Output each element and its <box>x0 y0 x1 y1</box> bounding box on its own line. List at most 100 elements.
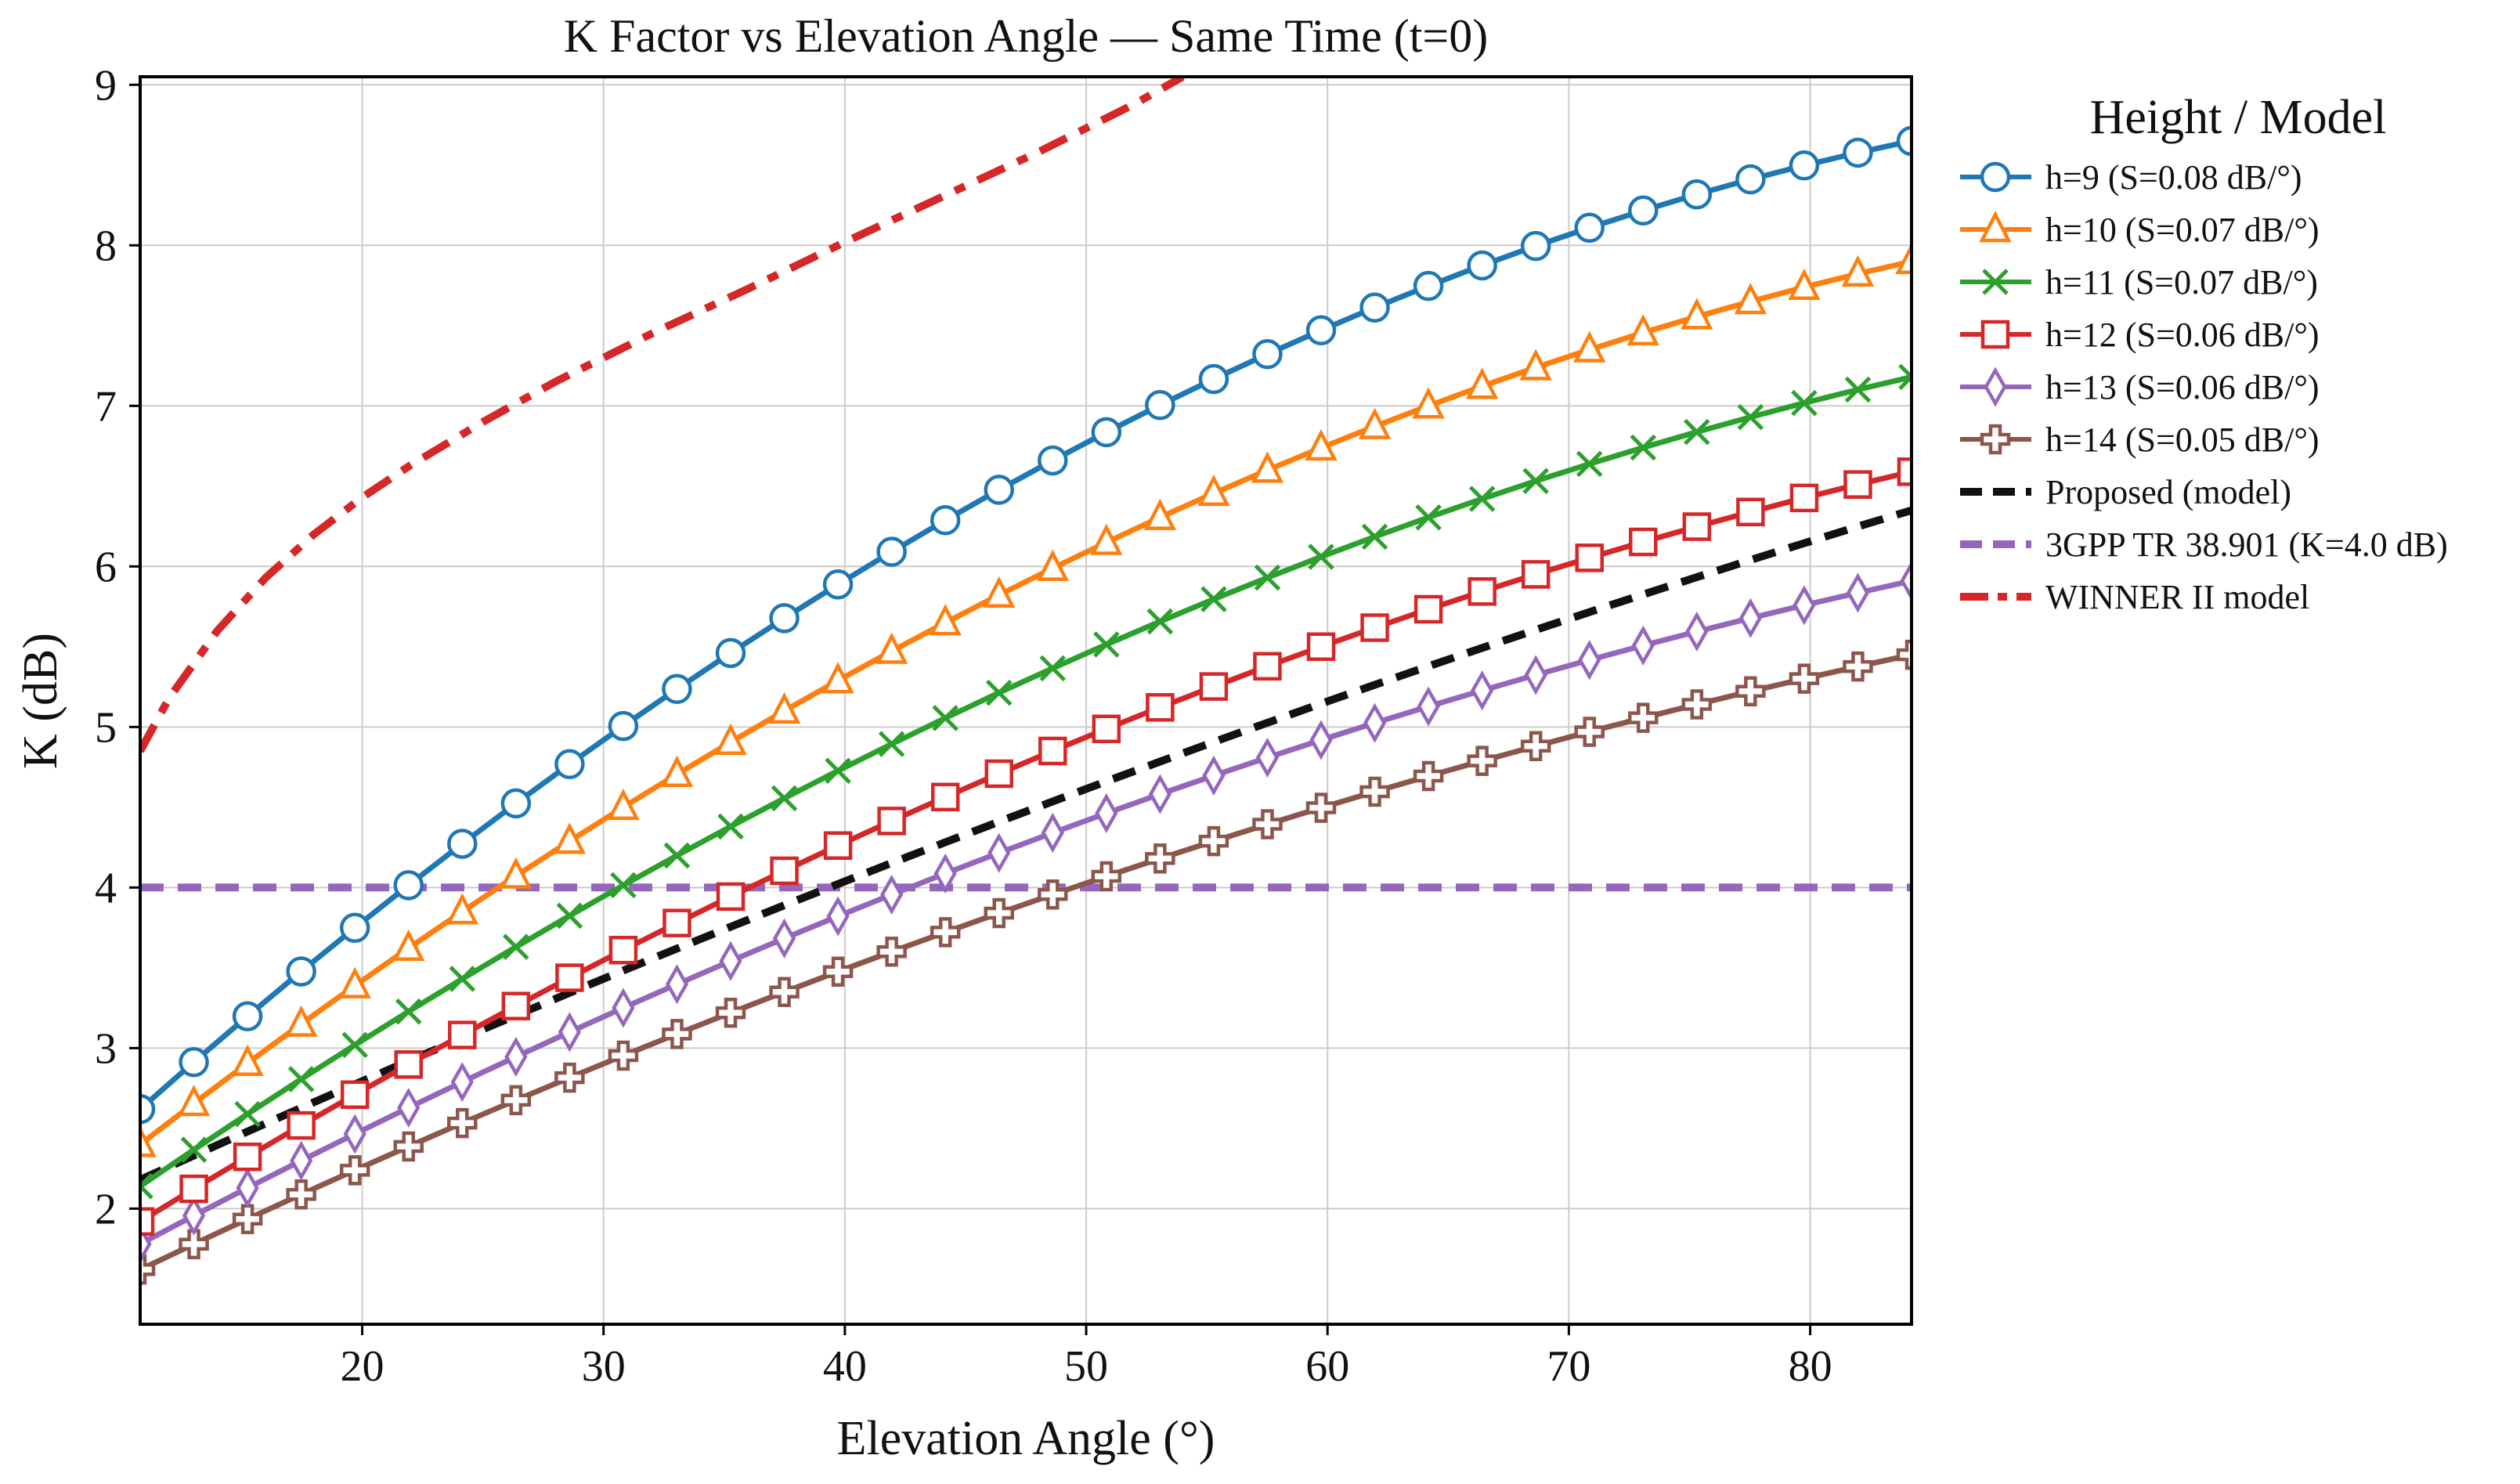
data-point-marker <box>1251 451 1284 483</box>
data-point-marker <box>449 966 476 992</box>
data-point-marker <box>880 874 904 915</box>
data-point-marker <box>1358 407 1392 439</box>
data-point-marker <box>1843 651 1873 682</box>
y-tick-label: 7 <box>95 382 117 431</box>
data-point-marker <box>660 755 694 787</box>
data-point-marker <box>1573 330 1606 363</box>
data-point-marker <box>140 1207 155 1237</box>
y-tick-label: 9 <box>95 61 117 110</box>
series-line <box>140 138 1912 1111</box>
data-point-marker <box>1038 879 1068 910</box>
data-point-marker <box>877 807 906 836</box>
y-tick-label: 2 <box>95 1185 117 1233</box>
data-point-marker <box>1309 720 1333 760</box>
data-point-marker <box>1305 428 1338 461</box>
series-h-13-s-0-06-db <box>140 561 1912 1265</box>
data-point-marker <box>1896 125 1912 157</box>
y-axis-label: K (dB) <box>14 633 67 769</box>
data-point-marker <box>1198 363 1229 395</box>
data-point-marker <box>1200 586 1227 612</box>
data-point-marker <box>1467 250 1497 281</box>
data-point-marker <box>284 1005 318 1037</box>
data-point-marker <box>1252 809 1283 839</box>
data-point-marker <box>770 856 799 886</box>
data-point-marker <box>1843 470 1872 499</box>
data-point-marker <box>1789 483 1819 513</box>
data-point-marker <box>232 1001 263 1031</box>
data-point-marker <box>286 1179 316 1210</box>
data-point-marker <box>1095 793 1118 834</box>
data-point-marker <box>339 1155 370 1186</box>
plot-frame <box>139 75 1913 1326</box>
data-point-marker <box>450 1062 474 1103</box>
legend-marker <box>1979 211 2012 243</box>
data-point-marker <box>714 723 747 755</box>
data-point-marker <box>179 1174 208 1204</box>
data-point-marker <box>771 785 798 812</box>
data-point-marker <box>1413 270 1444 301</box>
data-point-marker <box>1841 255 1875 287</box>
x-tick-label: 80 <box>1789 1342 1832 1391</box>
data-point-marker <box>501 991 531 1020</box>
data-point-marker <box>179 1229 209 1259</box>
legend-item-3gpp-tr-38-901-k-4-0-db: 3GPP TR 38.901 (K=4.0 dB) <box>1960 525 2448 564</box>
data-point-marker <box>1897 457 1912 486</box>
data-point-marker <box>554 749 585 780</box>
series-h-11-s-0-07-db <box>140 363 1912 1200</box>
data-point-marker <box>715 637 746 669</box>
legend-label: h=13 (S=0.06 dB/°) <box>2045 368 2320 406</box>
data-point-marker <box>1898 363 1912 391</box>
data-point-marker <box>610 872 637 899</box>
series-h-12-s-0-06-db <box>140 457 1912 1237</box>
data-point-marker <box>503 933 529 960</box>
data-point-marker <box>395 998 422 1025</box>
series-winner-ii-model <box>140 77 1185 753</box>
data-point-marker <box>1626 313 1659 346</box>
data-point-marker <box>392 929 425 962</box>
data-point-marker <box>1681 298 1713 330</box>
data-point-marker <box>1685 611 1709 652</box>
data-point-marker <box>1252 338 1283 370</box>
x-tick-label: 50 <box>1064 1342 1108 1391</box>
data-point-marker <box>1520 731 1551 762</box>
series-line <box>140 652 1912 1273</box>
data-point-marker <box>1415 504 1442 531</box>
data-point-marker <box>1092 714 1121 743</box>
data-point-marker <box>553 822 587 854</box>
data-point-marker <box>1143 498 1177 530</box>
x-tick-label: 40 <box>823 1342 867 1391</box>
series-h-10-s-0-07-db <box>140 242 1912 1157</box>
legend-item-h-10-s-0-07-db: h=10 (S=0.07 dB/°) <box>1960 211 2320 249</box>
series-line <box>140 77 1185 753</box>
data-point-marker <box>717 813 744 840</box>
data-point-marker <box>984 475 1014 505</box>
data-point-marker <box>1471 670 1494 711</box>
data-point-marker <box>1197 474 1230 507</box>
data-point-marker <box>932 705 959 731</box>
data-point-marker <box>878 731 905 757</box>
data-point-marker <box>876 536 907 567</box>
series-line <box>140 258 1912 1147</box>
data-point-marker <box>393 1131 424 1162</box>
data-point-marker <box>287 1110 316 1140</box>
data-point-marker <box>343 1114 366 1154</box>
data-point-marker <box>1306 632 1336 662</box>
data-point-marker <box>1038 736 1067 766</box>
data-point-marker <box>662 908 691 937</box>
data-point-marker <box>1682 512 1712 541</box>
legend-marker <box>1980 320 2010 349</box>
data-point-marker <box>1254 564 1281 591</box>
data-point-marker <box>1253 652 1282 681</box>
data-point-marker <box>555 963 584 992</box>
data-point-marker <box>234 1100 261 1128</box>
data-point-marker <box>826 896 850 937</box>
data-point-marker <box>140 1094 156 1125</box>
chart-title: K Factor vs Elevation Angle — Same Time … <box>564 10 1488 62</box>
legend-label: h=10 (S=0.07 dB/°) <box>2045 211 2320 249</box>
data-point-marker <box>1359 776 1390 807</box>
data-point-marker <box>397 1087 421 1128</box>
data-point-marker <box>1041 812 1064 854</box>
data-point-marker <box>1844 376 1872 403</box>
data-point-marker <box>1681 179 1713 210</box>
